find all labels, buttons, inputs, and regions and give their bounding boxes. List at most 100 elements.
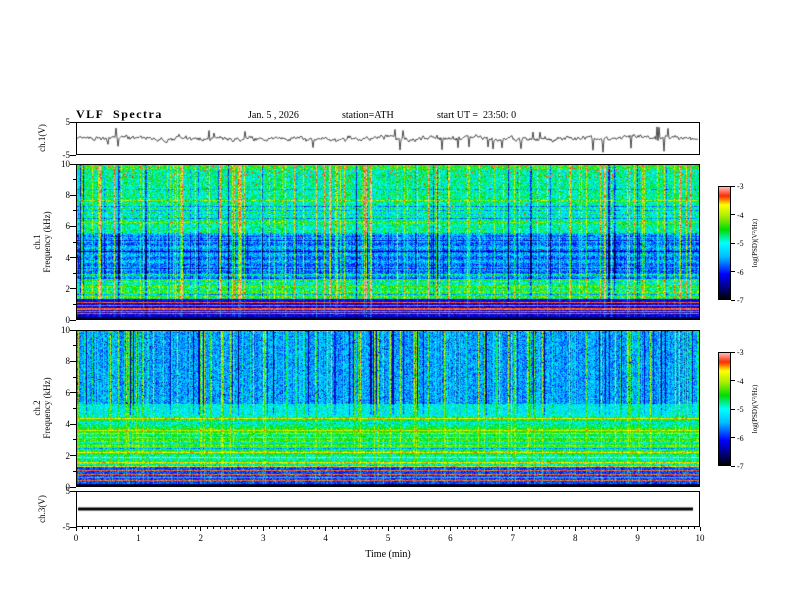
y-tick [70, 423, 76, 425]
colorbar-tick-label: -7 [737, 296, 744, 305]
ch2-colorbar [718, 352, 731, 466]
x-tick-label: 4 [323, 533, 328, 543]
colorbar-tick-label: -3 [737, 182, 744, 191]
colorbar-tick [731, 408, 735, 410]
y-tick [70, 225, 76, 227]
colorbar-tick [731, 242, 735, 244]
x-minor-tick [363, 527, 365, 529]
x-minor-tick [568, 527, 570, 529]
x-minor-tick [356, 527, 358, 529]
x-tick-label: 3 [260, 533, 266, 543]
x-tick-label: 0 [73, 533, 79, 543]
x-minor-tick [656, 527, 658, 529]
x-tick [449, 527, 451, 531]
x-minor-tick [313, 527, 315, 529]
y-minor-tick [73, 470, 76, 472]
x-minor-tick [469, 527, 471, 529]
x-tick-label: 5 [385, 533, 391, 543]
x-minor-tick [238, 527, 240, 529]
x-minor-tick [381, 527, 383, 529]
x-minor-tick [338, 527, 340, 529]
x-tick [75, 527, 77, 531]
x-tick-label: 7 [510, 533, 516, 543]
x-minor-tick [275, 527, 277, 529]
y-tick-label: 4 [65, 252, 71, 263]
x-minor-tick [207, 527, 209, 529]
x-minor-tick [232, 527, 233, 529]
colorbar-tick-label: -4 [737, 376, 744, 386]
x-minor-tick [281, 527, 283, 529]
x-minor-tick [456, 527, 458, 529]
x-minor-tick [144, 527, 146, 529]
x-minor-tick [444, 527, 446, 529]
x-tick [387, 527, 389, 531]
x-minor-tick [631, 527, 633, 529]
y-tick [70, 329, 76, 331]
x-minor-tick [331, 527, 333, 529]
y-tick [70, 319, 76, 321]
ch2-axis-frequency-label: Frequency (kHz) [42, 377, 52, 439]
ch1-voltage-axis-label: ch.1(V) [37, 124, 47, 152]
colorbar-tick [731, 185, 735, 187]
y-tick [70, 486, 76, 488]
y-tick-label: 8 [65, 356, 71, 367]
x-minor-tick [300, 527, 302, 529]
x-minor-tick [625, 527, 627, 529]
x-minor-tick [693, 527, 695, 529]
ch1-spectrogram-panel [76, 164, 700, 320]
colorbar-tick-label: -5 [737, 405, 744, 414]
x-minor-tick [537, 527, 539, 529]
y-tick-label: -5 [62, 522, 71, 532]
x-minor-tick [544, 527, 545, 529]
x-minor-tick [419, 527, 421, 529]
y-minor-tick [73, 272, 76, 274]
x-minor-tick [132, 527, 134, 529]
x-minor-tick [519, 527, 521, 529]
x-minor-tick [94, 527, 96, 529]
x-minor-tick [425, 527, 427, 529]
ch3-waveform-panel [76, 491, 700, 527]
colorbar-tick [731, 351, 735, 353]
x-minor-tick [525, 527, 527, 529]
x-minor-tick [375, 527, 377, 529]
y-tick [70, 163, 76, 165]
x-tick-label: 10 [695, 533, 705, 543]
colorbar-tick-label: -3 [737, 348, 744, 357]
x-minor-tick [119, 527, 121, 529]
x-minor-tick [668, 527, 670, 529]
x-tick-label: 6 [448, 533, 453, 543]
colorbar-tick-label: -4 [737, 210, 744, 220]
x-minor-tick [219, 527, 221, 529]
x-minor-tick [600, 527, 602, 529]
x-minor-tick [437, 527, 439, 529]
y-tick-label: 0 [65, 482, 71, 492]
station-label: station=ATH [342, 110, 394, 121]
y-minor-tick [73, 303, 76, 305]
x-minor-tick [556, 527, 558, 529]
y-minor-tick [73, 241, 76, 243]
x-minor-tick [256, 527, 258, 529]
x-minor-tick [531, 527, 533, 529]
plot-title: VLF Spectra [76, 107, 163, 121]
y-minor-tick [73, 408, 76, 409]
x-minor-tick [213, 527, 215, 529]
x-tick [574, 527, 576, 531]
x-minor-tick [606, 527, 608, 529]
y-tick-label: 2 [65, 283, 71, 294]
x-minor-tick [150, 527, 152, 529]
x-tick [699, 527, 701, 531]
x-minor-tick [82, 527, 84, 529]
x-minor-tick [269, 527, 271, 529]
y-minor-tick [73, 210, 76, 212]
x-minor-tick [188, 527, 190, 529]
x-minor-tick [475, 527, 477, 529]
colorbar-tick-label: -6 [737, 433, 744, 443]
ch1-waveform-trace [77, 123, 699, 154]
ch1-colorbar [718, 186, 731, 300]
x-minor-tick [175, 527, 177, 529]
x-minor-tick [587, 527, 589, 529]
y-tick-label: -5 [62, 150, 71, 160]
x-minor-tick [406, 527, 408, 529]
ch2-frequency-axis-label: ch.2 Frequency (kHz) [32, 377, 52, 438]
